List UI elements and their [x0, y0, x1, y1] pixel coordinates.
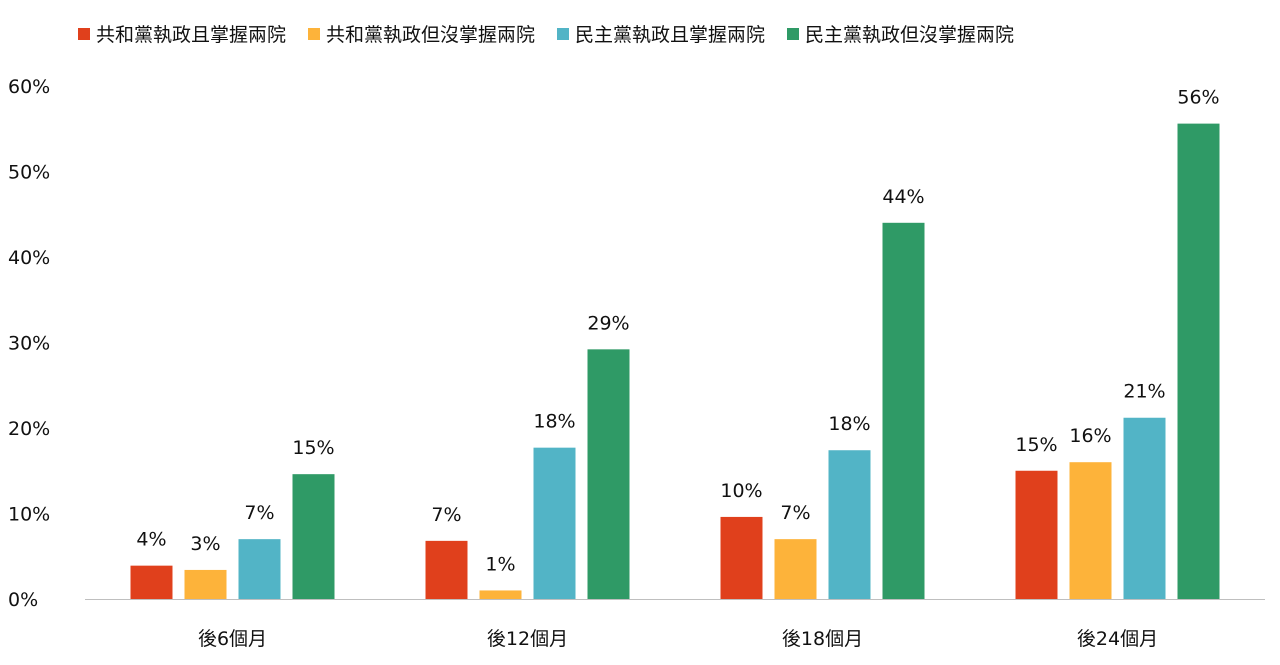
x-tick-label: 後24個月 [1077, 628, 1158, 650]
legend-label: 共和黨執政且掌握兩院 [96, 24, 287, 46]
bar [587, 349, 630, 599]
data-label: 21% [1123, 381, 1165, 403]
chart-legend: 共和黨執政且掌握兩院 共和黨執政但沒掌握兩院 民主黨執政且掌握兩院 民主黨執政但沒掌握… [78, 20, 1014, 47]
y-tick-label: 30% [8, 333, 50, 355]
legend-item: 民主黨執政但沒掌握兩院 [787, 20, 1014, 47]
y-tick-label: 10% [8, 504, 50, 526]
bar [828, 450, 871, 599]
bar [774, 539, 817, 599]
bar [1123, 417, 1166, 599]
bar [184, 569, 227, 599]
bar [533, 447, 576, 599]
legend-swatch [308, 27, 321, 40]
data-label: 29% [587, 312, 629, 334]
data-label: 1% [485, 553, 515, 575]
legend-item: 民主黨執政且掌握兩院 [557, 20, 765, 47]
legend-label: 共和黨執政但沒掌握兩院 [326, 24, 536, 46]
data-label: 15% [1015, 434, 1057, 456]
y-tick-label: 0% [8, 589, 38, 611]
data-label: 15% [292, 437, 334, 459]
legend-label: 民主黨執政且掌握兩院 [575, 24, 766, 46]
bar [292, 474, 335, 599]
data-label: 7% [431, 504, 461, 526]
data-label: 16% [1069, 425, 1111, 447]
data-label: 7% [780, 502, 810, 524]
data-label: 7% [244, 502, 274, 524]
bar [720, 516, 763, 599]
x-tick-label: 後12個月 [487, 628, 568, 650]
y-tick-label: 50% [8, 162, 50, 184]
bar [425, 540, 468, 599]
legend-swatch [78, 27, 90, 40]
y-tick-label: 60% [8, 76, 50, 98]
bar [882, 222, 925, 600]
legend-swatch [557, 27, 570, 40]
legend-item: 共和黨執政且掌握兩院 [78, 20, 286, 47]
data-label: 18% [828, 413, 870, 435]
legend-swatch [787, 27, 800, 40]
data-label: 3% [190, 533, 220, 555]
data-label: 4% [136, 529, 166, 551]
legend-item: 共和黨執政但沒掌握兩院 [308, 20, 535, 47]
bar [1069, 462, 1112, 599]
data-label: 56% [1177, 87, 1219, 109]
y-tick-label: 40% [8, 247, 50, 269]
legend-label: 民主黨執政但沒掌握兩院 [805, 24, 1015, 46]
y-tick-label: 20% [8, 418, 50, 440]
data-label: 10% [720, 480, 762, 502]
bar [1015, 470, 1058, 599]
x-tick-label: 後18個月 [782, 628, 863, 650]
bar [1177, 123, 1220, 600]
bar [479, 590, 522, 599]
bar [238, 539, 281, 599]
x-tick-label: 後6個月 [198, 628, 267, 650]
data-label: 18% [533, 411, 575, 433]
data-label: 44% [882, 186, 924, 208]
bar [130, 565, 173, 599]
